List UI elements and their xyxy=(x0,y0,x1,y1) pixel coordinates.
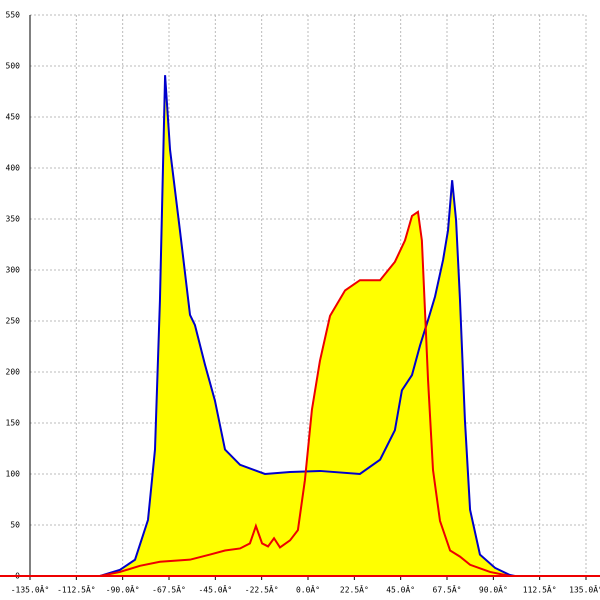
y-tick-label: 450 xyxy=(6,113,21,122)
x-tick-label: -90.0Â° xyxy=(106,584,140,595)
x-tick-label: 135.0Â° xyxy=(569,584,600,595)
y-tick-label: 50 xyxy=(10,521,20,530)
y-tick-label: 250 xyxy=(6,317,21,326)
x-tick-label: -67.5Â° xyxy=(152,584,186,595)
x-tick-label: 22.5Â° xyxy=(340,584,369,595)
y-tick-label: 500 xyxy=(6,62,21,71)
x-tick-label: 45.0Â° xyxy=(386,584,415,595)
y-tick-label: 300 xyxy=(6,266,21,275)
x-tick-label: -135.0Â° xyxy=(11,584,50,595)
series-line xyxy=(99,75,516,577)
y-tick-label: 400 xyxy=(6,164,21,173)
area-fill xyxy=(100,211,510,577)
y-tick-label: 200 xyxy=(6,368,21,377)
x-tick-label: 112.5Â° xyxy=(523,584,557,595)
x-tick-label: 0.0Â° xyxy=(296,584,320,595)
y-tick-label: 550 xyxy=(6,11,21,20)
x-tick-label: -112.5Â° xyxy=(57,584,96,595)
x-tick-label: -45.0Â° xyxy=(198,584,232,595)
x-tick-label: 67.5Â° xyxy=(433,584,462,595)
y-tick-label: 150 xyxy=(6,419,21,428)
y-tick-label: 350 xyxy=(6,215,21,224)
x-tick-label: -22.5Â° xyxy=(245,584,279,595)
y-tick-label: 100 xyxy=(6,470,21,479)
series-line xyxy=(99,210,511,577)
x-tick-label: 90.0Â° xyxy=(479,584,508,595)
